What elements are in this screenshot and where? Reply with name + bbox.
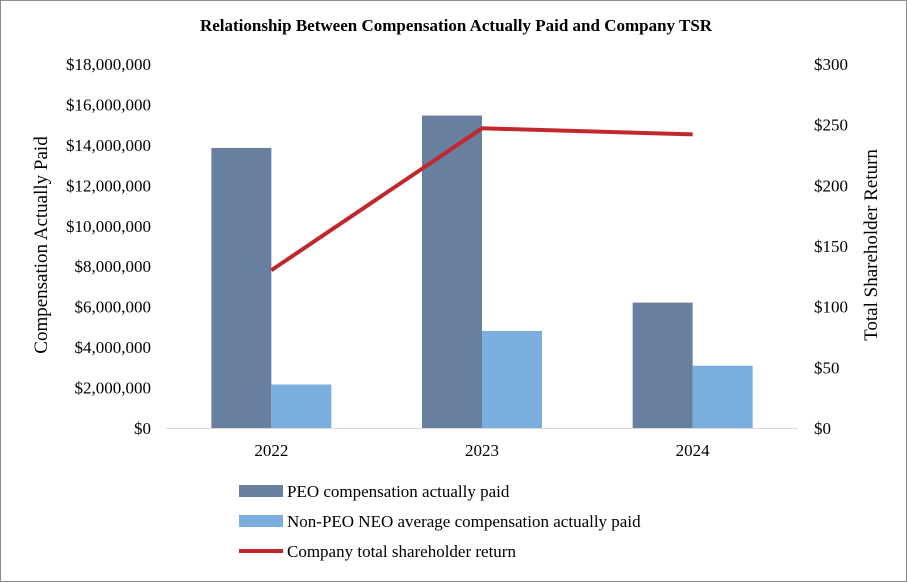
y-tick-label: $4,000,000 — [75, 338, 152, 357]
bar-non-peo-2022 — [271, 384, 332, 428]
y-tick-label: $10,000,000 — [66, 217, 151, 236]
bar-peo-2024 — [632, 302, 693, 428]
legend-label: PEO compensation actually paid — [287, 482, 510, 501]
bar-peo-2023 — [422, 115, 482, 429]
x-tick-label: 2023 — [465, 441, 499, 460]
y2-tick-label: $300 — [814, 55, 848, 74]
y-tick-label: $6,000,000 — [75, 298, 152, 317]
x-tick-label: 2024 — [676, 441, 711, 460]
legend-label: Non-PEO NEO average compensation actuall… — [287, 512, 641, 531]
tsr-line — [270, 126, 693, 272]
y-tick-label: $14,000,000 — [66, 136, 151, 155]
x-tick-label: 2022 — [254, 441, 288, 460]
plot-area: $0 $2,000,000 $4,000,000 $6,000,000 $8,000,0… — [66, 55, 848, 460]
y2-tick-label: $250 — [814, 116, 848, 135]
y-axis-title: Compensation Actually Paid — [31, 136, 52, 354]
y2-tick-label: $50 — [814, 358, 840, 377]
y2-tick-label: $0 — [814, 419, 831, 438]
y2-tick-label: $200 — [814, 176, 848, 195]
y2-tick-label: $100 — [814, 298, 848, 317]
legend: PEO compensation actually paid Non-PEO NE… — [239, 482, 641, 561]
legend-label: Company total shareholder return — [287, 542, 516, 561]
y2-axis-title: Total Shareholder Return — [861, 149, 882, 341]
legend-swatch — [239, 515, 283, 527]
bar-peo-2022 — [211, 147, 272, 428]
y-tick-label: $18,000,000 — [66, 55, 151, 74]
y2-tick-label: $150 — [814, 237, 848, 256]
legend-swatch — [239, 485, 283, 497]
y-tick-label: $0 — [134, 419, 151, 438]
y-tick-label: $16,000,000 — [66, 95, 151, 114]
chart-title: Relationship Between Compensation Actual… — [200, 16, 713, 35]
y-tick-label: $2,000,000 — [75, 379, 152, 398]
y-tick-label: $8,000,000 — [75, 257, 152, 276]
bar-non-peo-2024 — [692, 365, 753, 428]
y-tick-label: $12,000,000 — [66, 176, 151, 195]
bar-non-peo-2023 — [482, 330, 542, 428]
